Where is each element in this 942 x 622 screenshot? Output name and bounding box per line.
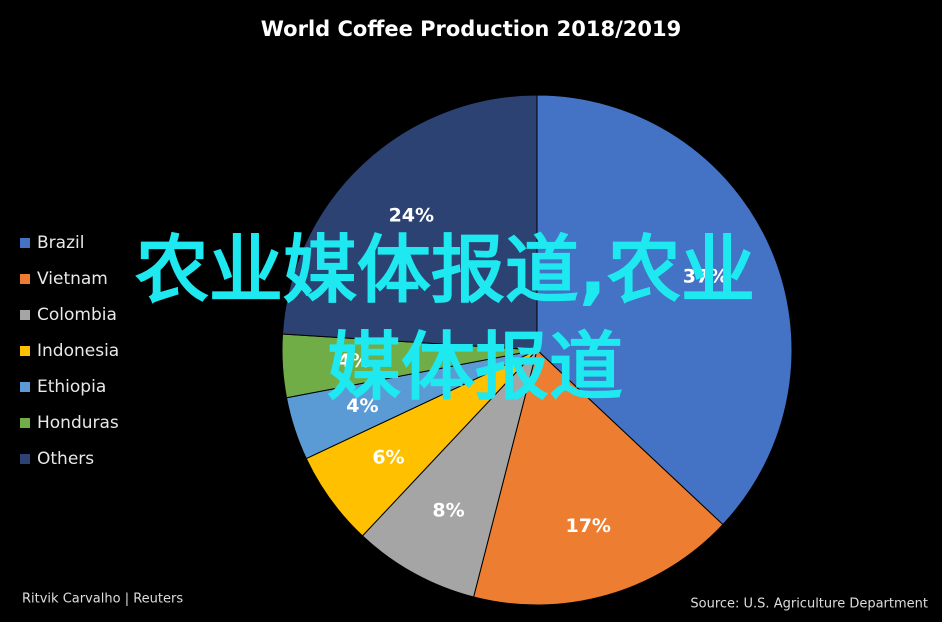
- data-label: 8%: [432, 499, 464, 521]
- overlay-text: 农业媒体报道,农业: [135, 228, 755, 314]
- pie-slice: [281, 94, 538, 351]
- legend-swatch: [20, 346, 30, 356]
- overlay: 农业媒体报道,农业媒体报道: [135, 228, 755, 411]
- legend-swatch: [20, 418, 30, 428]
- legend-swatch: [20, 238, 30, 248]
- data-label: 6%: [372, 446, 404, 468]
- data-label: 4%: [338, 350, 370, 372]
- pie-slice: [536, 94, 793, 526]
- data-label: 17%: [565, 515, 610, 537]
- legend-swatch: [20, 310, 30, 320]
- pie-slice: [361, 349, 538, 598]
- source: Source: U.S. Agriculture Department: [690, 597, 928, 612]
- legend-label: Indonesia: [37, 341, 119, 361]
- legend: Brazil Vietnam Colombia Indonesia Ethiopia Ho…: [20, 233, 119, 469]
- legend-label: Others: [37, 449, 94, 469]
- legend-label: Colombia: [37, 305, 117, 325]
- legend-label: Vietnam: [37, 269, 108, 289]
- data-label: 4%: [346, 395, 378, 417]
- data-label: 37%: [683, 266, 728, 288]
- legend-label: Honduras: [37, 413, 119, 433]
- legend-label: Brazil: [37, 233, 84, 253]
- data-label: 24%: [389, 205, 434, 227]
- pie: 37% 17% 8% 6% 4% 4% 24%: [281, 94, 793, 606]
- chart-title: World Coffee Production 2018/2019: [261, 17, 681, 41]
- credit: Ritvik Carvalho | Reuters: [22, 592, 183, 607]
- legend-swatch: [20, 274, 30, 284]
- legend-swatch: [20, 382, 30, 392]
- legend-label: Ethiopia: [37, 377, 106, 397]
- pie-slice: [472, 349, 724, 606]
- overlay-text: 媒体报道: [327, 325, 623, 411]
- legend-swatch: [20, 454, 30, 464]
